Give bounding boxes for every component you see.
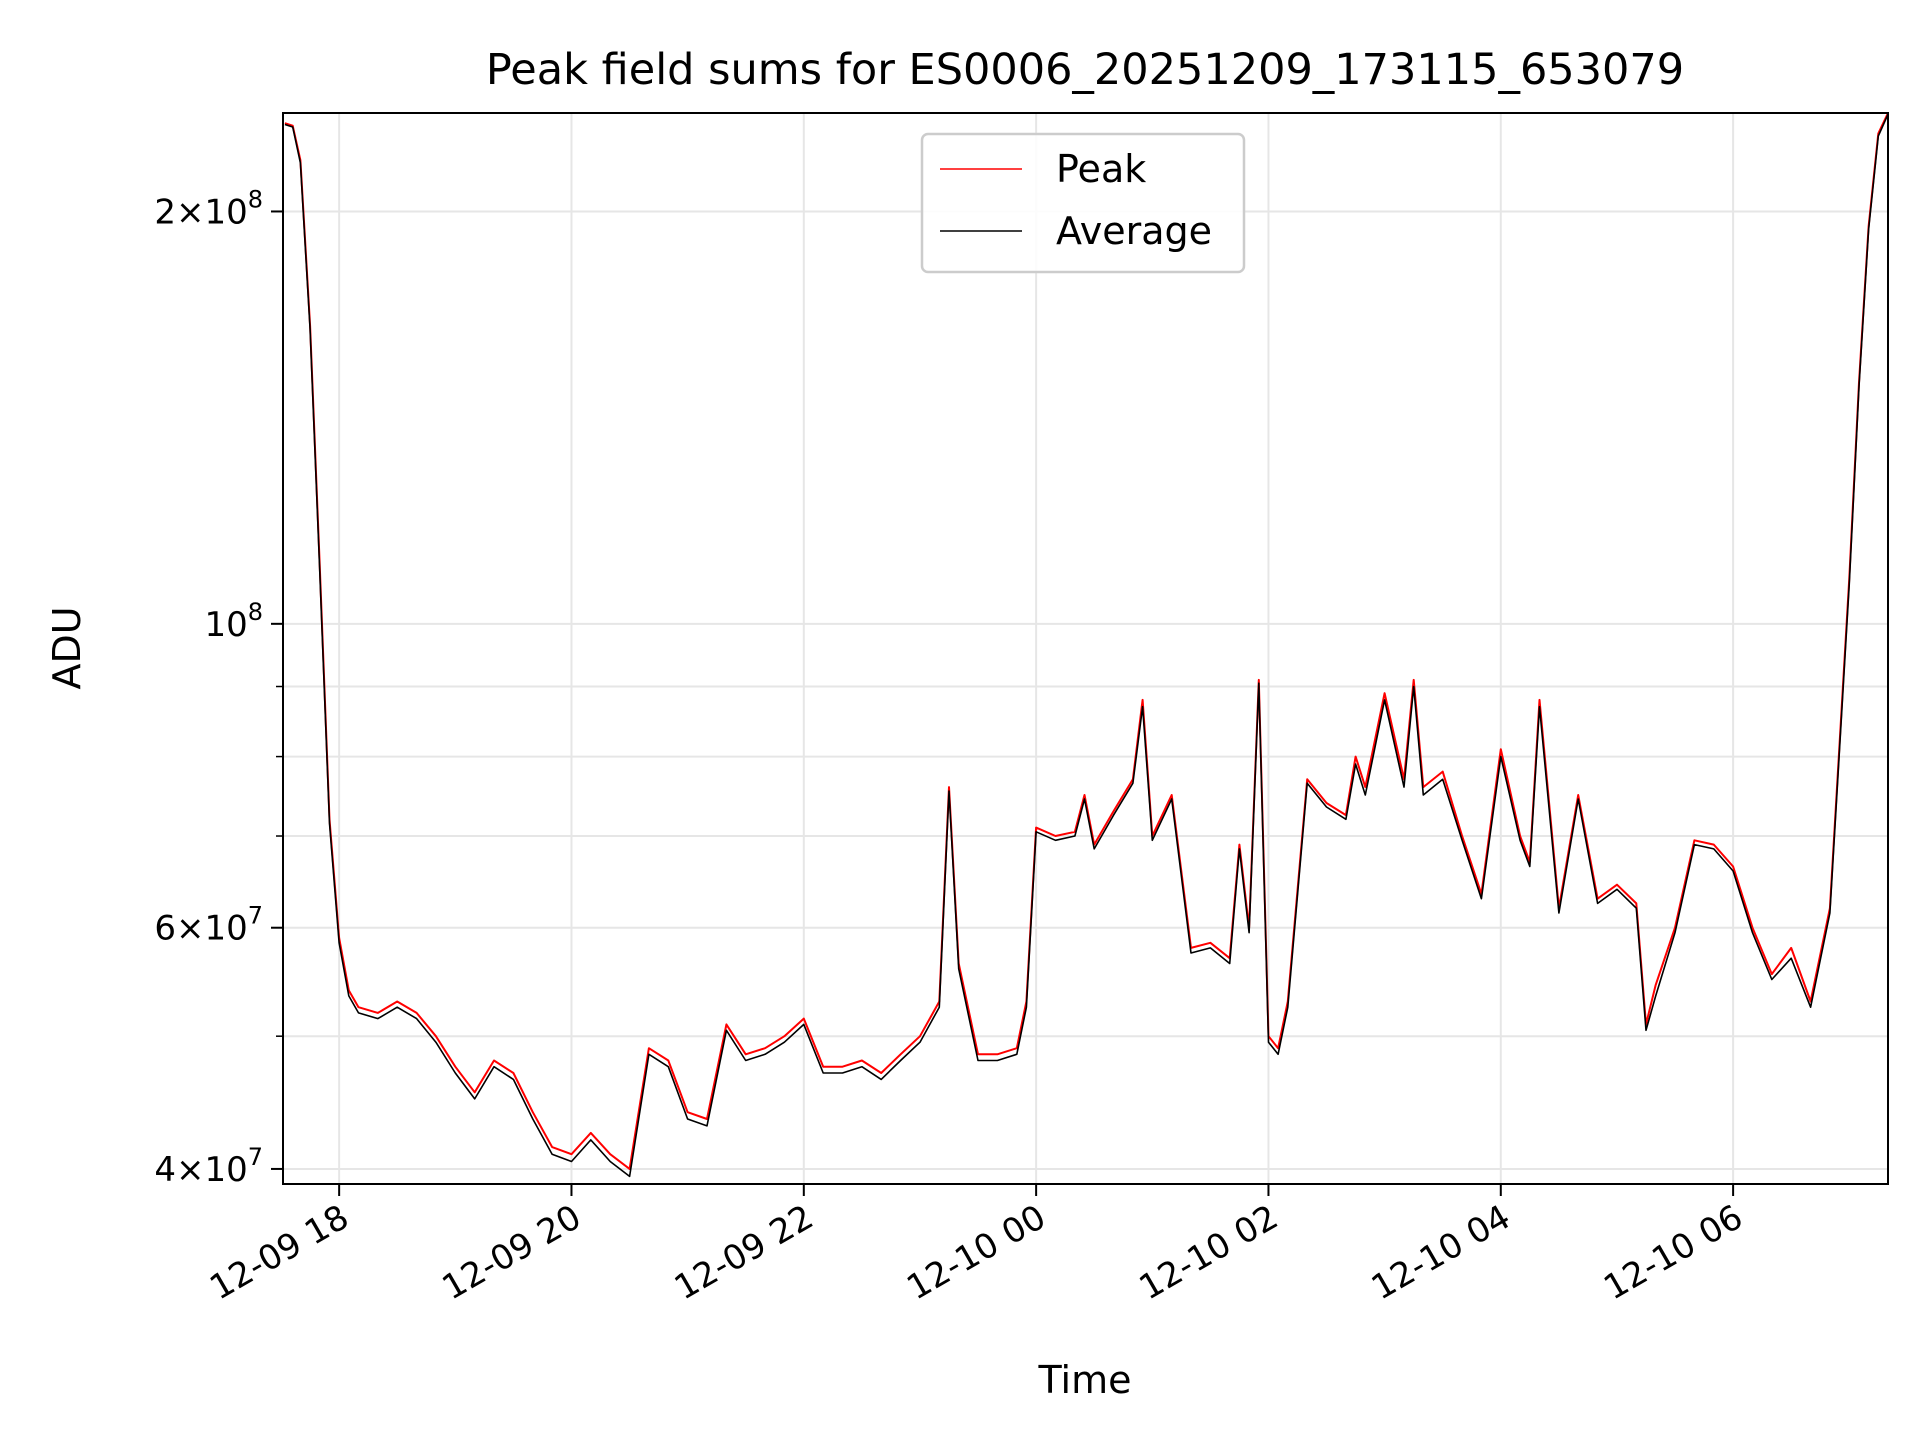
legend-label-peak: Peak xyxy=(1056,147,1146,191)
y-tick-mantissa: 6 xyxy=(154,909,176,949)
y-axis-ticks: 4×107 6×107 108 2×108 xyxy=(154,185,283,1190)
series-line-peak xyxy=(284,112,1889,1170)
y-tick-exponent: 7 xyxy=(248,902,263,930)
y-tick-label: 4×107 xyxy=(154,1143,263,1190)
axes-frame xyxy=(282,112,1889,1185)
y-tick-mantissa: 4 xyxy=(154,1150,176,1190)
y-tick-mantissa: 2 xyxy=(154,192,176,232)
y-tick-label: 2×108 xyxy=(154,185,263,232)
chart-title: Peak field sums for ES0006_20251209_1731… xyxy=(486,45,1684,95)
y-axis-label: ADU xyxy=(45,606,89,689)
y-tick-exponent: 8 xyxy=(248,598,263,626)
plot-lines xyxy=(284,112,1889,1178)
y-tick-label: 6×107 xyxy=(154,902,263,949)
series-line-average xyxy=(284,113,1889,1178)
legend-label-average: Average xyxy=(1056,209,1212,253)
y-tick-label: 108 xyxy=(204,598,263,645)
legend: Peak Average xyxy=(920,132,1246,274)
y-tick-exponent: 8 xyxy=(248,185,263,213)
y-tick-exponent: 7 xyxy=(248,1143,263,1171)
x-axis-label: Time xyxy=(1038,1358,1132,1402)
